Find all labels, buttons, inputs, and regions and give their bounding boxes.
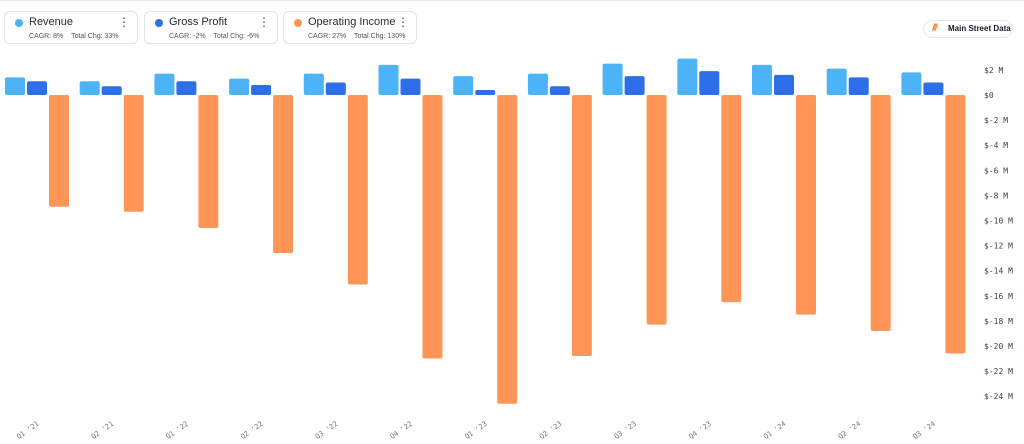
bar-revenue[interactable] <box>303 73 324 95</box>
bar-revenue[interactable] <box>602 63 623 95</box>
bar-revenue[interactable] <box>901 72 922 95</box>
legend-item-operating-income[interactable]: Operating Income CAGR: 27% Total Chg: 13… <box>283 11 417 44</box>
y-tick-label: $-10 M <box>984 217 1013 226</box>
bar-revenue[interactable] <box>677 58 698 95</box>
legend-dot-icon <box>15 19 23 27</box>
legend-stats: CAGR: -2% Total Chg: -6% <box>169 33 265 40</box>
bar-gross-profit[interactable] <box>101 86 122 95</box>
legend-cagr: CAGR: 8% <box>29 33 64 40</box>
y-tick-label: $-22 M <box>984 367 1013 376</box>
bar-gross-profit[interactable] <box>27 81 47 95</box>
bar-operating-income[interactable] <box>945 95 966 354</box>
legend-label: Operating Income <box>308 16 396 28</box>
legend-total-chg: Total Chg: -6% <box>213 33 260 40</box>
bar-gross-profit[interactable] <box>699 71 720 95</box>
x-tick-label: Q1 '22 <box>165 420 190 441</box>
bar-operating-income[interactable] <box>49 95 69 207</box>
x-tick-label: Q3 '24 <box>912 420 937 441</box>
x-tick-label: Q2 '22 <box>239 420 264 441</box>
bar-gross-profit[interactable] <box>923 82 944 95</box>
y-tick-label: $-12 M <box>984 242 1013 251</box>
bar-revenue[interactable] <box>826 68 847 95</box>
bar-operating-income[interactable] <box>571 95 592 357</box>
bar-operating-income[interactable] <box>123 95 144 212</box>
y-tick-label: $-18 M <box>984 317 1013 326</box>
y-tick-label: $2 M <box>984 66 1003 75</box>
legend-dot-icon <box>294 19 302 27</box>
bar-operating-income[interactable] <box>796 95 816 315</box>
x-tick-label: Q3 '22 <box>314 420 339 441</box>
bar-operating-income[interactable] <box>422 95 443 359</box>
y-tick-label: $-20 M <box>984 342 1013 351</box>
bar-gross-profit[interactable] <box>475 89 496 95</box>
top-divider <box>0 0 1024 1</box>
brand-label: Main Street Data <box>948 24 1011 33</box>
y-tick-label: $-16 M <box>984 292 1013 301</box>
bar-revenue[interactable] <box>752 64 772 95</box>
bar-gross-profit[interactable] <box>624 76 645 95</box>
kebab-menu-icon[interactable]: ⋮ <box>258 15 270 29</box>
bar-gross-profit[interactable] <box>400 78 421 95</box>
main-street-data-logo-icon: /// <box>932 23 938 33</box>
main-street-data-badge[interactable]: /// Main Street Data <box>923 20 1013 38</box>
legend-item-revenue[interactable]: Revenue CAGR: 8% Total Chg: 33% ⋮ <box>4 11 138 44</box>
legend-dot-icon <box>155 19 163 27</box>
bar-operating-income[interactable] <box>273 95 294 254</box>
y-tick-label: $-8 M <box>984 191 1008 200</box>
x-tick-label: Q1 '24 <box>762 420 787 441</box>
bar-gross-profit[interactable] <box>774 74 794 95</box>
bar-operating-income[interactable] <box>870 95 891 331</box>
bar-revenue[interactable] <box>527 73 548 95</box>
x-tick-label: Q4 '22 <box>389 420 414 441</box>
y-tick-label: $-24 M <box>984 392 1013 401</box>
bar-revenue[interactable] <box>453 76 474 95</box>
legend-item-gross-profit[interactable]: Gross Profit CAGR: -2% Total Chg: -6% ⋮ <box>144 11 278 44</box>
y-tick-label: $-2 M <box>984 116 1008 125</box>
x-tick-label: Q2 '23 <box>538 420 563 441</box>
bar-operating-income[interactable] <box>646 95 667 325</box>
y-tick-label: $-6 M <box>984 166 1008 175</box>
legend-total-chg: Total Chg: 130% <box>353 33 406 40</box>
y-tick-label: $0 <box>984 91 994 100</box>
y-tick-label: $-14 M <box>984 267 1013 276</box>
bar-gross-profit[interactable] <box>251 84 272 95</box>
bar-revenue[interactable] <box>5 77 25 95</box>
x-tick-label: Q1 '23 <box>463 420 488 441</box>
legend-stats: CAGR: 8% Total Chg: 33% <box>29 33 125 40</box>
bar-revenue[interactable] <box>229 78 250 95</box>
x-tick-label: Q4 '23 <box>687 420 712 441</box>
legend-cagr: CAGR: 27% <box>308 33 347 40</box>
bar-gross-profit[interactable] <box>176 81 197 95</box>
bar-operating-income[interactable] <box>497 95 518 404</box>
bar-revenue[interactable] <box>378 64 399 95</box>
legend-total-chg: Total Chg: 33% <box>71 33 119 40</box>
legend-stats: CAGR: 27% Total Chg: 130% <box>308 33 411 40</box>
x-tick-label: Q2 '21 <box>90 420 115 441</box>
kebab-menu-icon[interactable]: ⋮ <box>397 15 409 29</box>
bar-operating-income[interactable] <box>721 95 742 303</box>
bar-gross-profit[interactable] <box>549 86 570 95</box>
bar-operating-income[interactable] <box>198 95 219 229</box>
x-tick-label: Q3 '23 <box>613 420 638 441</box>
legend-label: Gross Profit <box>169 16 228 28</box>
bar-operating-income[interactable] <box>347 95 368 285</box>
y-tick-label: $-4 M <box>984 141 1008 150</box>
bar-revenue[interactable] <box>79 81 100 95</box>
bar-gross-profit[interactable] <box>848 77 869 95</box>
x-tick-label: Q2 '24 <box>837 420 862 441</box>
legend-label: Revenue <box>29 16 74 28</box>
legend-cagr: CAGR: -2% <box>169 33 206 40</box>
x-tick-label: Q1 '21 <box>15 420 40 441</box>
bar-gross-profit[interactable] <box>325 82 346 95</box>
bar-revenue[interactable] <box>154 73 175 95</box>
kebab-menu-icon[interactable]: ⋮ <box>118 15 130 29</box>
